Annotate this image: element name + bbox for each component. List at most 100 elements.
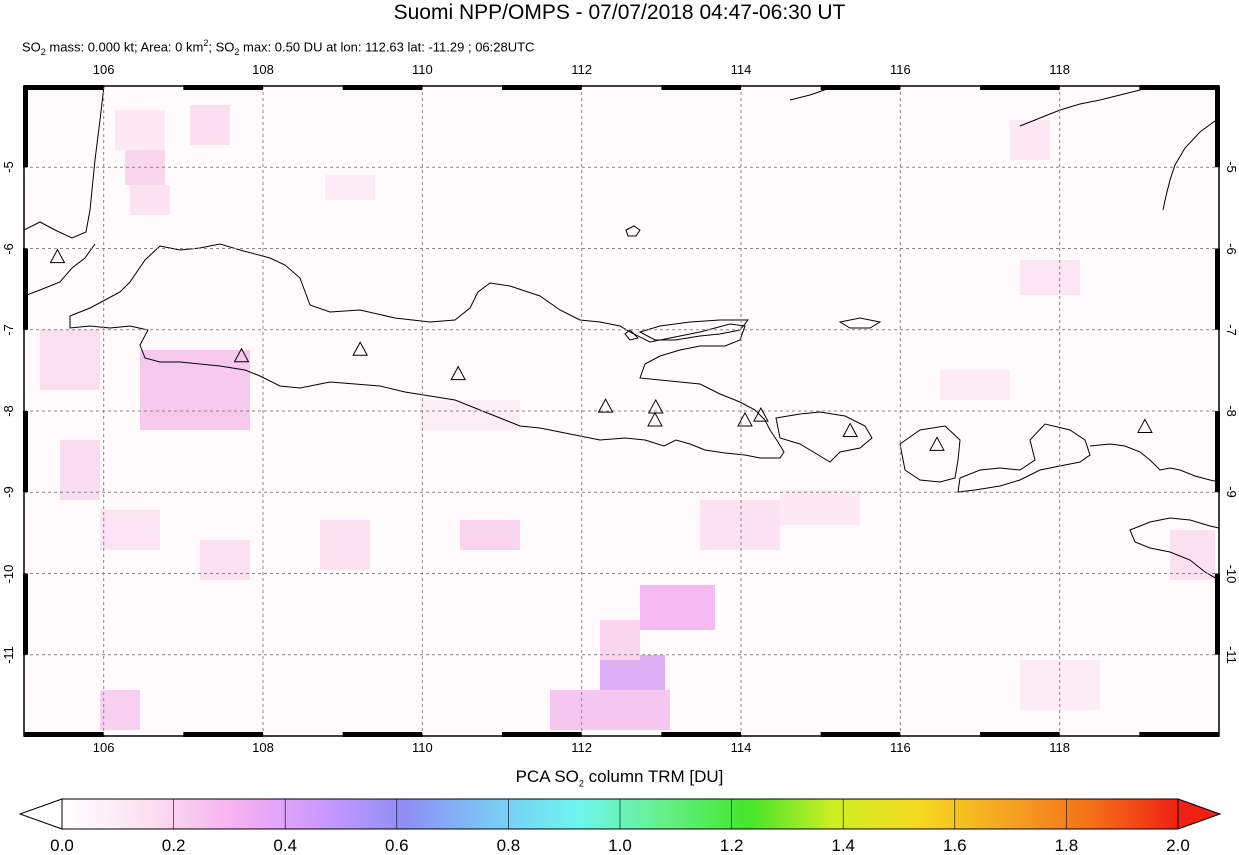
volcano-triangle: [352, 341, 369, 356]
karimunjawa-island: [625, 225, 641, 237]
kangean-island: [838, 317, 882, 329]
colorbar-tick-label: 0.0: [50, 836, 74, 855]
lon-tick-label-top: 116: [889, 62, 911, 77]
border-segment: [820, 85, 901, 90]
lat-tick-label-right: -8: [1224, 405, 1239, 417]
sumatra-south-coast: [24, 243, 96, 297]
sumbawa-coast: [957, 423, 1091, 493]
border-segment: [980, 85, 1060, 90]
volcano-triangle: [647, 411, 663, 427]
lombok-coast: [899, 425, 961, 483]
border-segment: [23, 573, 28, 655]
stats-prefix: SO: [22, 39, 41, 55]
border-segment: [1215, 411, 1220, 493]
stats-sub1: 2: [40, 46, 46, 57]
sumba-coast: [1129, 517, 1219, 581]
stats-mid1: mass: 0.000 kt; Area: 0 km: [45, 39, 204, 55]
colorbar-title-sub: 2: [578, 778, 584, 789]
so2-stats-line: SO2 mass: 0.000 kt; Area: 0 km2; SO2 max…: [22, 35, 534, 60]
colorbar-tick-label: 1.4: [831, 836, 855, 855]
volcano-triangle: [49, 248, 66, 264]
lon-tick-label-bottom: 118: [1049, 740, 1071, 755]
border-segment: [342, 85, 423, 90]
lon-tick-label-bottom: 116: [889, 740, 911, 755]
border-segment: [661, 732, 741, 737]
lat-tick-label-right: -6: [1224, 242, 1239, 255]
volcano-triangle: [647, 398, 664, 414]
lat-tick-label-left: -10: [1, 564, 16, 583]
java-coast: [69, 243, 785, 459]
map-title: Suomi NPP/OMPS - 07/07/2018 04:47-06:30 …: [393, 1, 846, 24]
lon-tick-label-bottom: 112: [571, 740, 593, 755]
lon-tick-label-top: 108: [252, 62, 274, 77]
sumatra-coast: [24, 86, 105, 239]
colorbar: [18, 798, 1222, 830]
stats-suffix: max: 0.50 DU at lon: 112.63 lat: -11.29 …: [239, 39, 535, 55]
colorbar-tick-label: 1.0: [608, 836, 632, 855]
volcano-triangle: [737, 411, 753, 427]
volcano-triangle: [233, 347, 250, 363]
border-segment: [980, 732, 1060, 737]
kalimantan-east-coast: [1019, 86, 1151, 127]
lon-tick-label-top: 114: [730, 62, 752, 77]
border-segment: [820, 732, 901, 737]
border-segment: [23, 411, 28, 493]
sulawesi-coast: [1162, 117, 1219, 211]
lat-tick-label-left: -5: [1, 161, 16, 174]
lat-tick-label-right: -11: [1224, 645, 1239, 664]
lat-tick-label-left: -9: [1, 486, 16, 499]
border-segment: [502, 85, 582, 90]
colorbar-tick-label: 0.2: [161, 836, 186, 855]
volcano-triangle: [753, 407, 769, 422]
lat-tick-label-right: -7: [1224, 323, 1239, 336]
colorbar-tick-label: 2.0: [1166, 836, 1190, 855]
border-segment: [23, 86, 28, 168]
border-segment: [1215, 248, 1220, 330]
colorbar-title: PCA SO2 column TRM [DU]: [0, 767, 1239, 793]
lon-tick-label-bottom: 108: [252, 740, 274, 755]
border-segment: [23, 248, 28, 330]
stats-mid2: ; SO: [208, 39, 235, 55]
border-segment: [342, 732, 423, 737]
checkered-border: [23, 85, 1220, 737]
colorbar-tick-label: 0.8: [496, 836, 521, 855]
border-segment: [661, 85, 741, 90]
colorbar-tick-label: 1.8: [1054, 836, 1079, 855]
graticule: [24, 86, 1219, 736]
volcano-triangle: [929, 436, 945, 451]
border-segment: [1139, 85, 1219, 90]
colorbar-tick-label: 1.6: [942, 836, 967, 855]
lon-tick-label-bottom: 106: [92, 740, 115, 755]
lat-tick-label-right: -10: [1224, 564, 1239, 583]
border-segment: [183, 85, 263, 90]
lon-tick-label-bottom: 114: [730, 740, 752, 755]
border-segment: [24, 732, 104, 737]
colorbar-over-arrow: [1177, 798, 1222, 830]
border-segment: [183, 732, 263, 737]
colorbar-tick-label: 0.6: [384, 836, 409, 855]
volcano-triangle: [1137, 418, 1153, 433]
colorbar-tick-label: 0.4: [273, 836, 297, 855]
lat-tick-label-left: -8: [1, 405, 16, 417]
lon-tick-label-bottom: 110: [411, 740, 433, 755]
volcano-markers: [49, 248, 1153, 451]
bali-coast: [775, 411, 873, 463]
lat-tick-label-right: -9: [1224, 486, 1239, 499]
sumbawa-east-coast: [1089, 443, 1219, 483]
coastlines: [24, 86, 1219, 581]
colorbar-title-prefix: PCA SO: [515, 767, 579, 786]
lat-tick-label-left: -6: [1, 242, 16, 255]
lon-tick-label-top: 110: [411, 62, 433, 77]
volcano-triangle: [842, 422, 858, 437]
border-segment: [502, 732, 582, 737]
lon-tick-label-top: 106: [92, 62, 115, 77]
border-segment: [1215, 573, 1220, 655]
colorbar-tick-label: 1.2: [719, 836, 744, 855]
lat-tick-label-left: -11: [1, 645, 16, 664]
volcano-triangle: [597, 398, 614, 413]
stats-sup: 2: [203, 38, 209, 48]
lat-tick-label-right: -5: [1224, 161, 1239, 174]
lat-tick-label-left: -7: [1, 323, 16, 336]
border-segment: [24, 85, 104, 90]
